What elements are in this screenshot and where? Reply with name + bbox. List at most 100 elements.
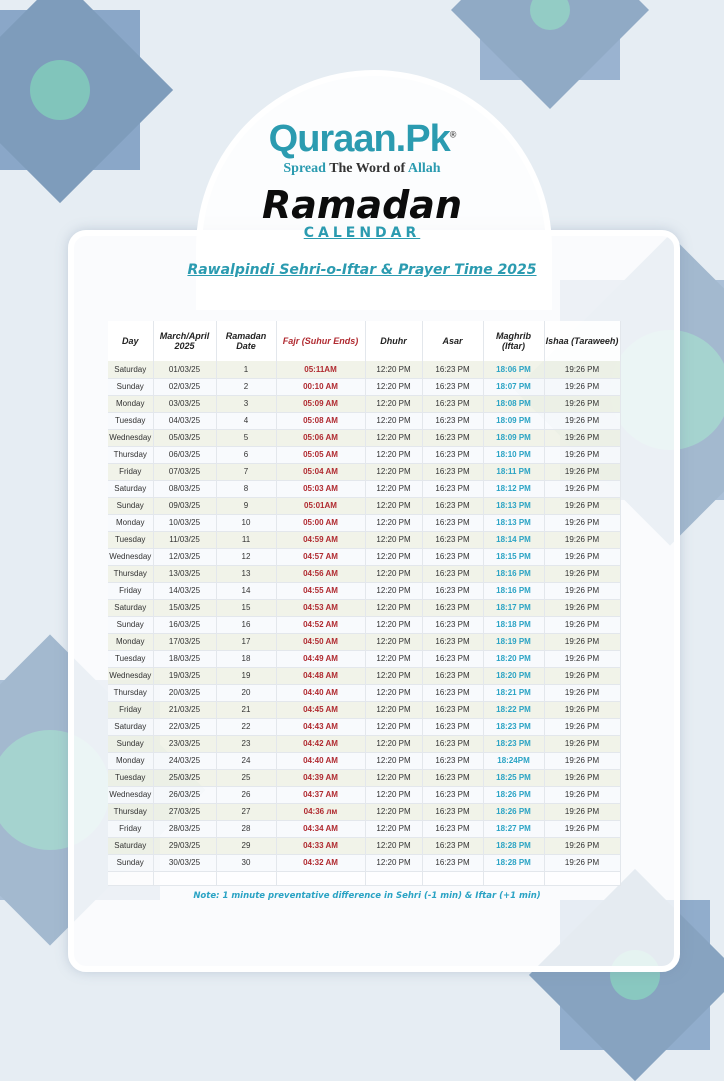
empty-cell xyxy=(276,871,366,886)
table-row: Monday 10/03/25 10 05:00 AM 12:20 PM 16:23 PM… xyxy=(108,514,621,532)
cell-isha: 19:26 PM xyxy=(544,633,621,651)
cell-rd: 7 xyxy=(216,463,277,481)
empty-cell xyxy=(216,871,277,886)
cell-mag: 18:08 PM xyxy=(483,395,545,413)
cell-asar: 16:23 PM xyxy=(422,684,484,702)
cell-asar: 16:23 PM xyxy=(422,854,484,872)
cell-dhuhr: 12:20 PM xyxy=(365,378,423,396)
cell-asar: 16:23 PM xyxy=(422,752,484,770)
table-row: Monday 17/03/25 17 04:50 AM 12:20 PM 16:23 PM… xyxy=(108,633,621,651)
cell-date: 19/03/25 xyxy=(153,667,217,685)
cell-asar: 16:23 PM xyxy=(422,565,484,583)
cell-dhuhr: 12:20 PM xyxy=(365,718,423,736)
cell-dhuhr: 12:20 PM xyxy=(365,684,423,702)
tagline: Spread The Word of Allah xyxy=(0,161,724,177)
cell-date: 06/03/25 xyxy=(153,446,217,464)
table-row: Thursday 20/03/25 20 04:40 AM 12:20 PM 16:23 … xyxy=(108,684,621,702)
cell-mag: 18:18 PM xyxy=(483,616,545,634)
cell-day: Monday xyxy=(108,514,154,532)
table-row: Tuesday 11/03/25 11 04:59 AM 12:20 PM 16:23 P… xyxy=(108,531,621,549)
cell-isha: 19:26 PM xyxy=(544,735,621,753)
cell-date: 09/03/25 xyxy=(153,497,217,515)
cell-day: Saturday xyxy=(108,480,154,498)
cell-mag: 18:28 PM xyxy=(483,837,545,855)
cell-rd: 20 xyxy=(216,684,277,702)
cell-asar: 16:23 PM xyxy=(422,837,484,855)
column-header-dhuhr: Dhuhr xyxy=(365,321,423,361)
cell-asar: 16:23 PM xyxy=(422,429,484,447)
cell-dhuhr: 12:20 PM xyxy=(365,548,423,566)
cell-date: 13/03/25 xyxy=(153,565,217,583)
cell-date: 23/03/25 xyxy=(153,735,217,753)
cell-isha: 19:26 PM xyxy=(544,463,621,481)
cell-rd: 12 xyxy=(216,548,277,566)
cell-asar: 16:23 PM xyxy=(422,820,484,838)
cell-asar: 16:23 PM xyxy=(422,769,484,787)
cell-fajr: 04:57 AM xyxy=(276,548,366,566)
cell-rd: 29 xyxy=(216,837,277,855)
cell-day: Sunday xyxy=(108,378,154,396)
decorative-star-pattern xyxy=(0,0,174,204)
cell-mag: 18:13 PM xyxy=(483,514,545,532)
table-row: Friday 07/03/25 7 05:04 AM 12:20 PM 16:23 PM 1… xyxy=(108,463,621,481)
cell-fajr: 04:59 AM xyxy=(276,531,366,549)
cell-rd: 3 xyxy=(216,395,277,413)
cell-date: 03/03/25 xyxy=(153,395,217,413)
cell-date: 27/03/25 xyxy=(153,803,217,821)
cell-fajr: 04:50 AM xyxy=(276,633,366,651)
cell-mag: 18:14 PM xyxy=(483,531,545,549)
cell-asar: 16:23 PM xyxy=(422,361,484,379)
cell-fajr: 04:55 AM xyxy=(276,582,366,600)
cell-dhuhr: 12:20 PM xyxy=(365,616,423,634)
cell-isha: 19:26 PM xyxy=(544,667,621,685)
cell-isha: 19:26 PM xyxy=(544,616,621,634)
table-header-row: Day March/April 2025 Ramadan Date Fajr (Suh… xyxy=(108,321,621,361)
cell-mag: 18:16 PM xyxy=(483,565,545,583)
column-header-mag: Maghrib (Iftar) xyxy=(483,321,545,361)
cell-dhuhr: 12:20 PM xyxy=(365,429,423,447)
table-row: Thursday 13/03/25 13 04:56 AM 12:20 PM 16:23 … xyxy=(108,565,621,583)
cell-dhuhr: 12:20 PM xyxy=(365,463,423,481)
column-header-asar: Asar xyxy=(422,321,484,361)
cell-isha: 19:26 PM xyxy=(544,412,621,430)
cell-fajr: 04:39 AM xyxy=(276,769,366,787)
cell-asar: 16:23 PM xyxy=(422,803,484,821)
quraan-pk-logo: Quraan.Pk® xyxy=(0,118,724,161)
cell-isha: 19:26 PM xyxy=(544,446,621,464)
table-row: Monday 24/03/25 24 04:40 AM 12:20 PM 16:23 PM… xyxy=(108,752,621,770)
cell-dhuhr: 12:20 PM xyxy=(365,701,423,719)
cell-mag: 18:06 PM xyxy=(483,361,545,379)
cell-mag: 18:11 PM xyxy=(483,463,545,481)
cell-dhuhr: 12:20 PM xyxy=(365,837,423,855)
column-header-day: Day xyxy=(108,321,154,361)
cell-asar: 16:23 PM xyxy=(422,582,484,600)
cell-mag: 18:09 PM xyxy=(483,429,545,447)
cell-day: Monday xyxy=(108,752,154,770)
cell-day: Wednesday xyxy=(108,548,154,566)
cell-asar: 16:23 PM xyxy=(422,514,484,532)
cell-date: 04/03/25 xyxy=(153,412,217,430)
table-row: Friday 28/03/25 28 04:34 AM 12:20 PM 16:23 PM… xyxy=(108,820,621,838)
cell-date: 11/03/25 xyxy=(153,531,217,549)
cell-isha: 19:26 PM xyxy=(544,361,621,379)
cell-date: 12/03/25 xyxy=(153,548,217,566)
cell-asar: 16:23 PM xyxy=(422,395,484,413)
column-header-isha: Ishaa (Taraweeh) xyxy=(544,321,621,361)
cell-dhuhr: 12:20 PM xyxy=(365,752,423,770)
cell-rd: 13 xyxy=(216,565,277,583)
page-title: Ramadan xyxy=(261,183,463,227)
cell-isha: 19:26 PM xyxy=(544,854,621,872)
cell-fajr: 04:34 AM xyxy=(276,820,366,838)
cell-mag: 18:13 PM xyxy=(483,497,545,515)
table-row: Sunday 02/03/25 2 00:10 AM 12:20 PM 16:23 PM 1… xyxy=(108,378,621,396)
cell-rd: 4 xyxy=(216,412,277,430)
cell-rd: 5 xyxy=(216,429,277,447)
cell-fajr: 04:52 AM xyxy=(276,616,366,634)
cell-rd: 1 xyxy=(216,361,277,379)
empty-cell xyxy=(108,871,154,886)
cell-dhuhr: 12:20 PM xyxy=(365,480,423,498)
cell-asar: 16:23 PM xyxy=(422,599,484,617)
tagline-part: Allah xyxy=(407,161,441,176)
cell-asar: 16:23 PM xyxy=(422,548,484,566)
cell-mag: 18:19 PM xyxy=(483,633,545,651)
